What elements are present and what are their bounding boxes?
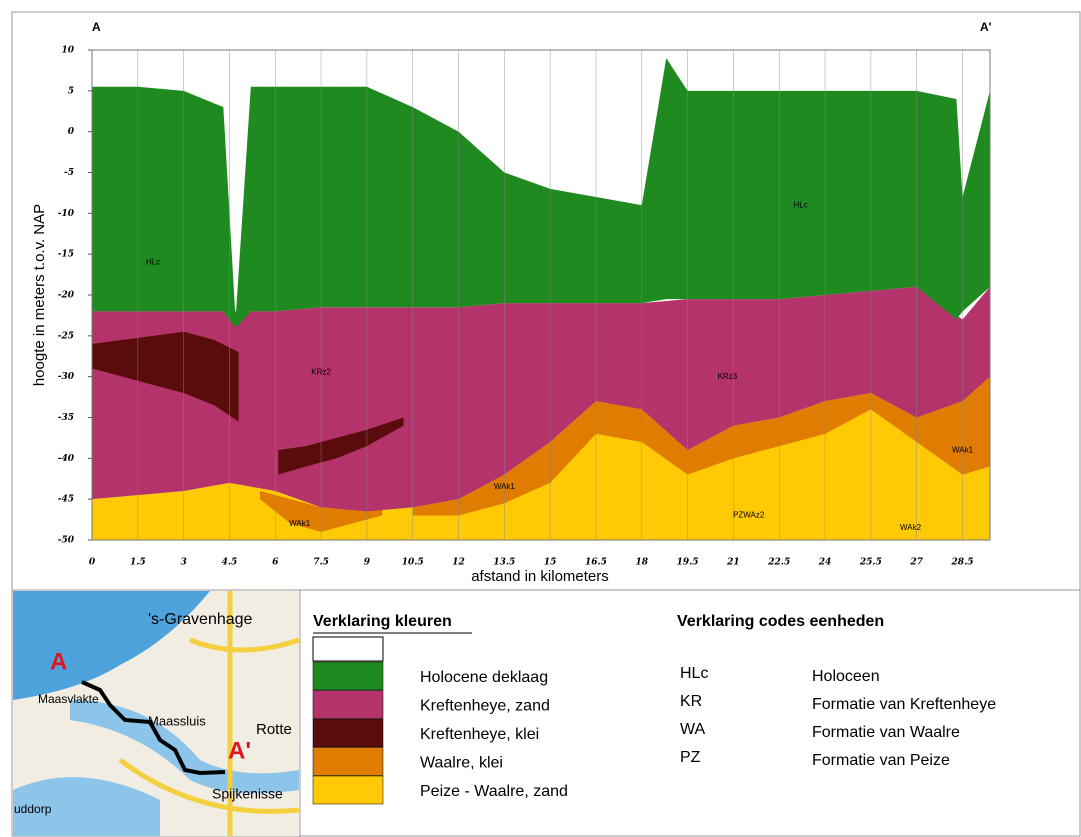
x-tick-label: 22.5	[767, 558, 790, 568]
start-label: A	[92, 20, 101, 34]
x-tick-label: 24	[818, 558, 832, 568]
annotation: WAk1	[494, 482, 516, 491]
map-start: A	[50, 648, 67, 675]
y-tick-label: -40	[58, 454, 75, 464]
y-tick-label: -15	[58, 250, 74, 260]
annotation: HLc	[146, 257, 160, 266]
cross-section: 0 1.5 3 4.5 6 7.5 9 10.5 12 13.5 15 16.5 18 19.5 21 22.…	[58, 46, 991, 568]
y-tick-label: -50	[58, 536, 75, 546]
annotation: WAk2	[900, 523, 922, 532]
x-tick-label: 25.5	[859, 558, 882, 568]
codes: HLc Holoceen KR Formatie van Kreftenheye WA F…	[680, 665, 996, 769]
legend-swatch	[312, 690, 384, 719]
annotation: WAk1	[289, 519, 311, 528]
code-description: Formatie van Waalre	[812, 724, 960, 741]
y-tick-label: -30	[58, 372, 75, 382]
legend-label: Kreftenheye, zand	[420, 698, 550, 715]
x-tick-label: 28.5	[951, 558, 974, 568]
annotation: KRz3	[718, 372, 738, 381]
code-description: Formatie van Peize	[812, 752, 950, 769]
y-tick-label: -45	[58, 495, 74, 505]
code: WA	[680, 721, 706, 738]
y-tick-label: -20	[58, 291, 75, 301]
x-tick-label: 27	[909, 558, 923, 568]
y-axis-title: hoogte in meters t.o.v. NAP	[31, 204, 48, 386]
map-label: 's-Gravenhage	[148, 611, 253, 628]
legend-swatch	[312, 718, 384, 748]
layer	[92, 331, 404, 475]
x-tick-label: 13.5	[493, 558, 515, 568]
code-description: Formatie van Kreftenheye	[812, 696, 996, 713]
x-tick-label: 7.5	[313, 558, 329, 568]
map-sea	[13, 591, 210, 700]
annotation: PZWAz2	[733, 511, 765, 520]
end-label: A'	[980, 20, 992, 34]
y-tick-label: -5	[64, 168, 74, 178]
map: 's-Gravenhage Maasvlakte Maassluis Rotte…	[13, 591, 300, 836]
x-tick-label: 18	[636, 558, 649, 568]
x-tick-label: 19.5	[677, 558, 699, 568]
map-water	[13, 777, 160, 836]
x-tick-label: 6	[272, 558, 279, 568]
x-tick-label: 4.5	[222, 558, 238, 568]
map-label: Maassluis	[148, 713, 206, 728]
legend-label: Waalre, klei	[420, 755, 503, 772]
x-tick-label: 12	[452, 558, 465, 568]
code-description: Holoceen	[812, 668, 880, 685]
legend-label: Peize - Waalre, zand	[420, 783, 568, 800]
x-tick-label: 1.5	[130, 558, 146, 568]
map-label: Maasvlakte	[38, 692, 99, 706]
x-tick-label: 3	[180, 558, 186, 568]
x-tick-label: 16.5	[585, 558, 607, 568]
map-route	[81, 680, 226, 776]
y-tick-label: 0	[68, 127, 75, 137]
legend-swatch	[312, 775, 384, 805]
code: PZ	[680, 749, 701, 766]
y-tick-label: -25	[58, 331, 74, 341]
map-label: Rotte	[256, 721, 292, 738]
legend-label: Kreftenheye, klei	[420, 726, 539, 743]
annotation: WAk1	[952, 445, 974, 454]
legend-swatch	[312, 747, 384, 776]
legend-swatch	[312, 661, 384, 691]
layer	[92, 58, 990, 328]
y-tick-label: 5	[68, 86, 74, 96]
y-tick-label: -10	[58, 209, 75, 219]
code: HLc	[680, 665, 708, 682]
x-tick-label: 15	[544, 558, 557, 568]
codes-title: Verklaring codes eenheden	[677, 613, 884, 630]
y-tick-label: -35	[58, 413, 74, 423]
plot-border	[91, 49, 991, 541]
map-label: Spijkenisse	[212, 786, 283, 802]
legend-label: Holocene deklaag	[420, 669, 548, 686]
annotation: KRz2	[311, 368, 331, 377]
x-tick-label: 21	[726, 558, 740, 568]
x-tick-label: 9	[364, 558, 371, 568]
map-river	[70, 700, 299, 794]
frame	[11, 11, 1081, 837]
x-tick-label: 0	[89, 558, 96, 568]
layer	[259, 376, 991, 532]
map-label: uddorp	[14, 802, 52, 816]
annotation: HLc	[794, 200, 808, 209]
map-roads	[118, 591, 300, 836]
map-end: A'	[228, 737, 251, 764]
y-tick-label: 10	[61, 46, 74, 56]
legend-title: Verklaring kleuren	[313, 613, 452, 630]
x-tick-label: 10.5	[402, 558, 424, 568]
legend-swatch	[312, 636, 384, 662]
legend: Holocene deklaag Kreftenheye, zand Kreften…	[312, 661, 568, 805]
x-axis-title: afstand in kilometers	[471, 568, 609, 585]
code: KR	[680, 693, 702, 710]
